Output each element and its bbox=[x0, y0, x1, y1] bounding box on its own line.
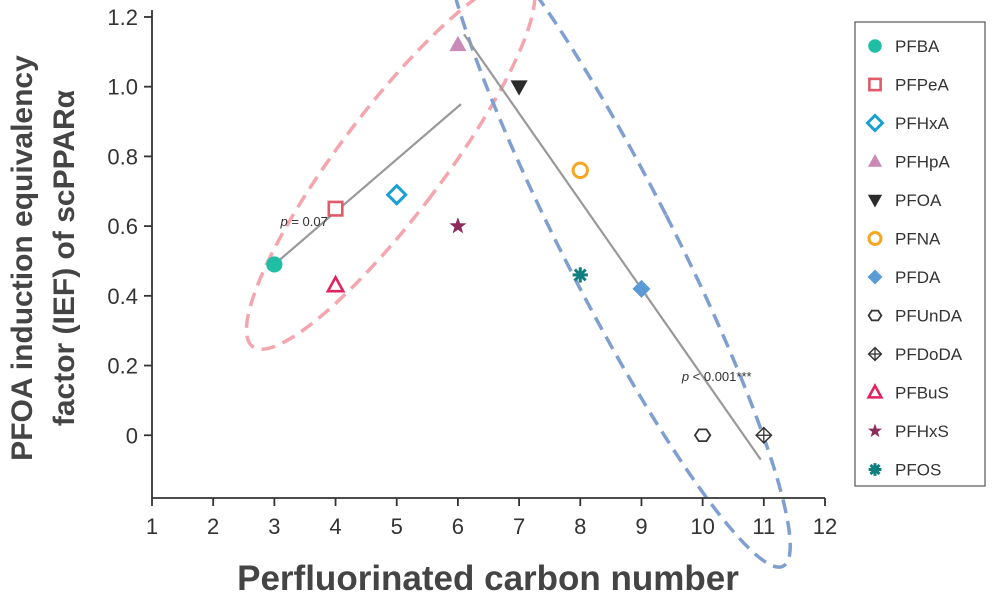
legend-item-pfos: PFOS bbox=[868, 461, 941, 480]
y-tick-label: 0.2 bbox=[107, 354, 138, 379]
legend-item-pfbus: PFBuS bbox=[866, 383, 949, 403]
asterisk-center bbox=[872, 466, 878, 473]
y-ticks: 0 0.2 0.4 0.6 0.8 1.0 1.2 bbox=[107, 5, 152, 448]
star-marker bbox=[449, 217, 467, 234]
square-marker bbox=[868, 77, 882, 92]
hexagon-marker bbox=[867, 309, 883, 322]
square-marker bbox=[327, 200, 344, 217]
x-tick-label: 1 bbox=[146, 514, 158, 539]
x-tick-label: 5 bbox=[391, 514, 403, 539]
x-tick-label: 10 bbox=[690, 514, 714, 539]
data-point-pfhpa bbox=[449, 35, 467, 52]
data-point-pfdoda bbox=[755, 426, 773, 444]
hexagon-marker bbox=[693, 428, 712, 443]
triangle-marker bbox=[510, 80, 528, 96]
legend-box bbox=[854, 21, 986, 487]
asterisk-center bbox=[577, 271, 584, 279]
legend-label: PFNA bbox=[895, 230, 941, 249]
data-point-pfunda bbox=[693, 428, 712, 443]
x-tick-label: 8 bbox=[574, 514, 586, 539]
regression-lines bbox=[273, 33, 762, 461]
x-axis-title: Perfluorinated carbon number bbox=[237, 559, 739, 597]
x-tick-label: 12 bbox=[813, 514, 837, 539]
diamond-marker bbox=[632, 279, 651, 298]
data-point-pfbus bbox=[325, 274, 346, 293]
legend-label: PFDA bbox=[895, 268, 941, 287]
legend: PFBA PFPeA PFHxA PFHpA PFOA PFNA PFDA PFUnDA PFD… bbox=[854, 21, 986, 487]
cluster-ellipse-2 bbox=[441, 0, 792, 569]
triangle-marker bbox=[325, 274, 346, 293]
legend-item-pfunda: PFUnDA bbox=[867, 307, 963, 326]
data-points bbox=[266, 35, 773, 444]
legend-item-pfhpa: PFHpA bbox=[867, 153, 950, 172]
legend-label: PFBA bbox=[895, 37, 940, 56]
y-axis-title-line2: factor (IEF) of scPPARα bbox=[48, 89, 81, 426]
x-tick-label: 7 bbox=[513, 514, 525, 539]
diamond-marker bbox=[385, 183, 408, 206]
data-point-pfba bbox=[266, 256, 283, 273]
circle-marker bbox=[266, 256, 283, 273]
legend-item-pfhxs: PFHxS bbox=[867, 422, 949, 441]
legend-item-pfoa: PFOA bbox=[867, 191, 942, 210]
regression-line-2 bbox=[463, 33, 762, 461]
y-tick-label: 0.8 bbox=[107, 144, 138, 169]
data-point-pfhxs bbox=[449, 217, 467, 234]
data-point-pfpea bbox=[327, 200, 344, 217]
data-point-pfda bbox=[632, 279, 651, 298]
cluster-ellipse-1 bbox=[244, 0, 537, 351]
legend-item-pfpea: PFPeA bbox=[868, 76, 950, 95]
data-point-pfos bbox=[572, 267, 588, 283]
legend-label: PFPeA bbox=[895, 76, 950, 95]
x-tick-label: 3 bbox=[268, 514, 280, 539]
y-axis-title-line1: PFOA induction equivalency bbox=[6, 55, 39, 461]
legend-item-pfda: PFDA bbox=[867, 268, 941, 287]
y-tick-label: 0.6 bbox=[107, 214, 138, 239]
legend-label: PFDoDA bbox=[895, 345, 963, 364]
x-tick-label: 6 bbox=[452, 514, 464, 539]
y-tick-label: 1.0 bbox=[107, 75, 138, 100]
triangle-marker bbox=[867, 154, 883, 167]
legend-item-pfna: PFNA bbox=[867, 230, 941, 249]
y-tick-label: 0.4 bbox=[107, 284, 138, 309]
legend-label: PFOS bbox=[895, 461, 941, 480]
y-tick-label: 0 bbox=[126, 423, 138, 448]
annotations: p = 0.07 p < 0.001*** bbox=[279, 214, 751, 384]
star-marker bbox=[867, 423, 883, 438]
x-tick-label: 2 bbox=[207, 514, 219, 539]
legend-label: PFOA bbox=[895, 191, 942, 210]
circle-marker bbox=[868, 39, 882, 53]
legend-label: PFBuS bbox=[895, 384, 949, 403]
triangle-marker bbox=[449, 35, 467, 52]
legend-label: PFHxA bbox=[895, 114, 950, 133]
p-value-annotation: p < 0.001*** bbox=[681, 369, 752, 384]
x-tick-label: 9 bbox=[635, 514, 647, 539]
legend-item-pfhxa: PFHxA bbox=[865, 113, 950, 133]
data-point-pfhxa bbox=[385, 183, 408, 206]
legend-label: PFHxS bbox=[895, 422, 949, 441]
legend-label: PFHpA bbox=[895, 153, 950, 172]
p-value-annotation: p = 0.07 bbox=[279, 214, 327, 229]
regression-line-1 bbox=[273, 103, 462, 266]
circle-marker bbox=[571, 161, 589, 180]
legend-item-pfba: PFBA bbox=[868, 37, 940, 56]
y-tick-label: 1.2 bbox=[107, 5, 138, 30]
cluster-ellipses bbox=[244, 0, 792, 569]
circle-marker bbox=[867, 231, 883, 246]
diamond-marker bbox=[865, 113, 885, 133]
triangle-marker bbox=[866, 383, 884, 399]
x-tick-label: 4 bbox=[329, 514, 341, 539]
legend-label: PFUnDA bbox=[895, 307, 963, 326]
triangle-marker bbox=[867, 194, 883, 208]
x-ticks: 1 2 3 4 5 6 7 8 9 10 11 12 bbox=[146, 498, 837, 539]
data-point-pfoa bbox=[510, 80, 528, 96]
x-tick-label: 11 bbox=[752, 514, 775, 539]
legend-item-pfdoda: PFDoDA bbox=[867, 345, 963, 364]
data-point-pfna bbox=[571, 161, 589, 180]
diamond-marker bbox=[867, 269, 883, 285]
